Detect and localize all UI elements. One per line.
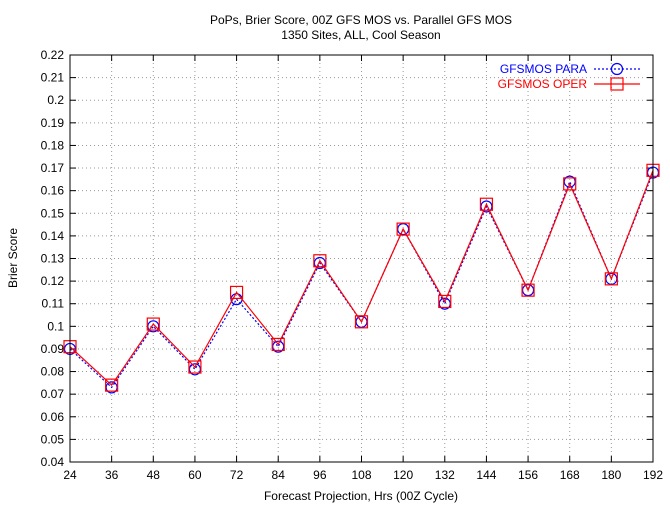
chart-title: PoPs, Brier Score, 00Z GFS MOS vs. Paral… [210, 13, 512, 27]
y-axis-label: Brier Score [6, 228, 20, 288]
gfsmos-oper-point [438, 294, 452, 309]
y-tick-label: 0.11 [42, 297, 65, 311]
y-tick-label: 0.17 [41, 161, 65, 175]
x-tick-label: 180 [601, 468, 621, 482]
gfsmos-oper-point [271, 337, 285, 352]
gfsmos-oper-point [604, 272, 618, 286]
y-tick-label: 0.16 [41, 184, 65, 198]
y-tick-label: 0.22 [41, 48, 65, 62]
y-tick-label: 0.08 [41, 365, 65, 379]
x-tick-label: 48 [147, 468, 161, 482]
x-axis-label: Forecast Projection, Hrs (00Z Cycle) [264, 489, 458, 503]
y-tick-label: 0.13 [41, 252, 65, 266]
gfsmos-oper-point [521, 283, 535, 297]
x-tick-label: 156 [518, 468, 538, 482]
x-tick-label: 144 [476, 468, 496, 482]
x-tick-label: 168 [560, 468, 580, 482]
gfsmos-oper-point [105, 378, 119, 392]
gfsmos-oper-point [396, 222, 410, 236]
legend-label: GFSMOS PARA [500, 62, 587, 76]
x-tick-label: 36 [105, 468, 119, 482]
y-tick-label: 0.14 [41, 229, 65, 243]
x-tick-label: 60 [188, 468, 202, 482]
gfsmos-oper-line [69, 170, 654, 387]
y-tick-label: 0.09 [41, 342, 65, 356]
x-tick-label: 72 [230, 468, 244, 482]
grid [70, 55, 653, 462]
y-tick-label: 0.1 [47, 319, 64, 333]
x-tick-label: 84 [272, 468, 286, 482]
gfsmos-oper-legend-marker [610, 77, 624, 91]
x-tick-label: 108 [351, 468, 371, 482]
y-tick-label: 0.06 [41, 410, 65, 424]
y-tick-label: 0.2 [47, 93, 64, 107]
series-group [63, 163, 660, 394]
y-tick-label: 0.21 [41, 71, 65, 85]
ticks: 0.04 0.05 0.06 0.07 0.08 0.09 0.1 0.11 0.12 0.13 0… [41, 48, 664, 482]
plot-frame [69, 54, 654, 463]
x-tick-label: 120 [393, 468, 413, 482]
gfsmos-oper-point [563, 177, 577, 191]
y-tick-label: 0.07 [41, 387, 65, 401]
y-tick-label: 0.19 [41, 116, 65, 130]
chart-subtitle: 1350 Sites, ALL, Cool Season [281, 28, 440, 42]
y-tick-label: 0.12 [41, 274, 65, 288]
gfsmos-oper-point [354, 315, 369, 329]
legend-label: GFSMOS OPER [498, 77, 588, 91]
gfsmos-oper-point [229, 285, 244, 300]
x-tick-label: 192 [643, 468, 663, 482]
gfsmos-oper-point [479, 197, 494, 211]
y-tick-label: 0.05 [41, 432, 65, 446]
y-tick-label: 0.04 [41, 455, 65, 469]
y-tick-label: 0.15 [41, 206, 65, 220]
gfsmos-oper-point [146, 317, 160, 331]
gfsmos-para-legend-marker [610, 62, 624, 76]
y-tick-label: 0.18 [41, 138, 65, 152]
gfsmos-oper-point [188, 360, 202, 374]
x-tick-label: 24 [63, 468, 77, 482]
gfsmos-oper-point [313, 254, 327, 268]
x-tick-label: 132 [435, 468, 455, 482]
x-tick-label: 96 [313, 468, 327, 482]
